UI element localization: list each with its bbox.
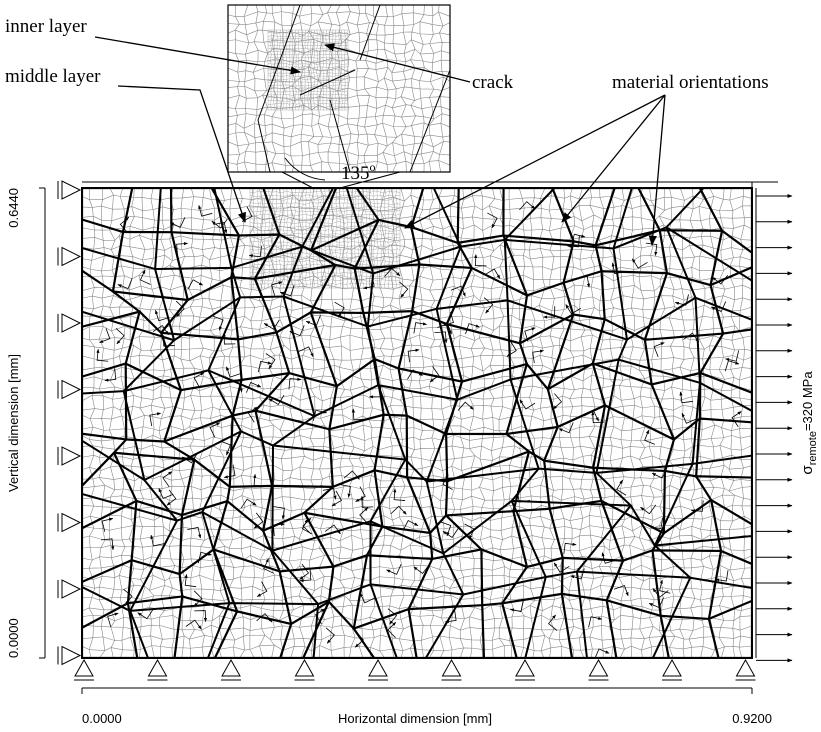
orientation bbox=[210, 423, 220, 438]
support-bottom bbox=[442, 660, 462, 680]
label-inner-layer: inner layer bbox=[5, 16, 87, 37]
inset-connector bbox=[282, 172, 313, 188]
support-bottom bbox=[589, 660, 609, 680]
support-left bbox=[58, 181, 80, 199]
mesh-line bbox=[358, 188, 360, 288]
support-bottom bbox=[515, 660, 535, 680]
label-crack: crack bbox=[472, 72, 514, 93]
mesh-line bbox=[189, 188, 195, 658]
orientation bbox=[475, 255, 486, 266]
orientation bbox=[150, 413, 161, 426]
support-left bbox=[58, 647, 80, 665]
support-left bbox=[58, 514, 80, 532]
mesh-line bbox=[469, 188, 474, 658]
mesh-line bbox=[669, 188, 675, 658]
orientation bbox=[167, 490, 176, 505]
support-bottom bbox=[221, 660, 241, 680]
horizontal-min: 0.0000 bbox=[82, 711, 122, 726]
orientation bbox=[443, 528, 458, 537]
mesh-line bbox=[82, 625, 752, 631]
support-left bbox=[58, 248, 80, 266]
inset bbox=[228, 5, 450, 172]
mesh-line bbox=[589, 188, 595, 658]
mesh-line bbox=[82, 325, 752, 331]
support-bottom bbox=[148, 660, 168, 680]
orientation bbox=[116, 328, 124, 344]
leader bbox=[118, 86, 245, 222]
mesh-line bbox=[269, 188, 275, 658]
support-left bbox=[58, 314, 80, 332]
orientation bbox=[299, 347, 314, 357]
orientation bbox=[602, 553, 616, 564]
mesh-line bbox=[82, 395, 752, 401]
orientation bbox=[360, 593, 375, 603]
orientation bbox=[289, 379, 301, 390]
orientation bbox=[641, 505, 656, 514]
angle-value: 135 bbox=[341, 163, 370, 184]
grain-line bbox=[446, 188, 484, 658]
mesh-line bbox=[82, 445, 752, 451]
load-label: σremote=320 MPa bbox=[799, 371, 819, 475]
support-bottom bbox=[74, 660, 94, 680]
mesh-line bbox=[82, 405, 752, 411]
load-subscript: remote bbox=[807, 431, 819, 465]
orientation bbox=[632, 259, 647, 268]
orientation bbox=[163, 472, 172, 487]
support-bottom bbox=[662, 660, 682, 680]
mesh-line bbox=[82, 435, 752, 441]
support-left bbox=[58, 447, 80, 465]
vertical-label: Vertical dimension [mm] bbox=[6, 354, 21, 492]
horizontal-label: Horizontal dimension [mm] bbox=[338, 711, 492, 726]
grain-line bbox=[161, 188, 194, 658]
orientation bbox=[273, 507, 284, 519]
orientation bbox=[387, 564, 402, 574]
horizontal-max: 0.9200 bbox=[732, 711, 772, 726]
leader bbox=[652, 95, 665, 245]
mesh-line bbox=[272, 188, 274, 288]
vertical-max: 0.6440 bbox=[6, 188, 21, 228]
orientation bbox=[660, 580, 671, 593]
orientation bbox=[458, 402, 474, 410]
mesh-line bbox=[199, 188, 205, 658]
support-bottom bbox=[368, 660, 388, 680]
mesh-line bbox=[339, 188, 345, 658]
orientation bbox=[646, 243, 657, 255]
orientation bbox=[549, 615, 557, 630]
orientation bbox=[653, 589, 668, 598]
support-bottom bbox=[736, 660, 756, 680]
mesh-line bbox=[82, 635, 752, 641]
orientation bbox=[362, 496, 373, 507]
orientation bbox=[100, 328, 110, 342]
orientation bbox=[533, 351, 544, 363]
label-material-orientations: material orientations bbox=[612, 72, 769, 93]
support-left bbox=[58, 381, 80, 399]
load-arrows bbox=[756, 188, 792, 660]
angle-unit: o bbox=[370, 160, 376, 174]
orientation bbox=[645, 430, 655, 444]
orientation bbox=[258, 361, 271, 372]
label-middle-layer: middle layer bbox=[5, 66, 101, 87]
figure: inner layer middle layer crack material … bbox=[0, 0, 821, 732]
orientation bbox=[399, 282, 407, 297]
orientation bbox=[681, 392, 693, 403]
mesh-line bbox=[109, 188, 115, 658]
orientation bbox=[199, 205, 212, 216]
support-bottom bbox=[295, 660, 315, 680]
mesh-line bbox=[289, 188, 295, 658]
mesh-line bbox=[159, 188, 165, 658]
mesh-line bbox=[549, 188, 555, 658]
leader bbox=[562, 95, 665, 222]
orientation bbox=[654, 343, 664, 357]
orientation bbox=[254, 474, 265, 486]
mesh-line bbox=[320, 188, 322, 288]
mesh-line bbox=[649, 188, 655, 658]
mesh-line bbox=[429, 188, 435, 658]
mesh-line bbox=[439, 188, 445, 658]
support-left bbox=[58, 580, 80, 598]
vertical-min: 0.0000 bbox=[6, 618, 21, 658]
load-value: =320 MPa bbox=[800, 371, 815, 431]
mesh-line bbox=[719, 188, 725, 658]
orientation bbox=[564, 543, 576, 554]
